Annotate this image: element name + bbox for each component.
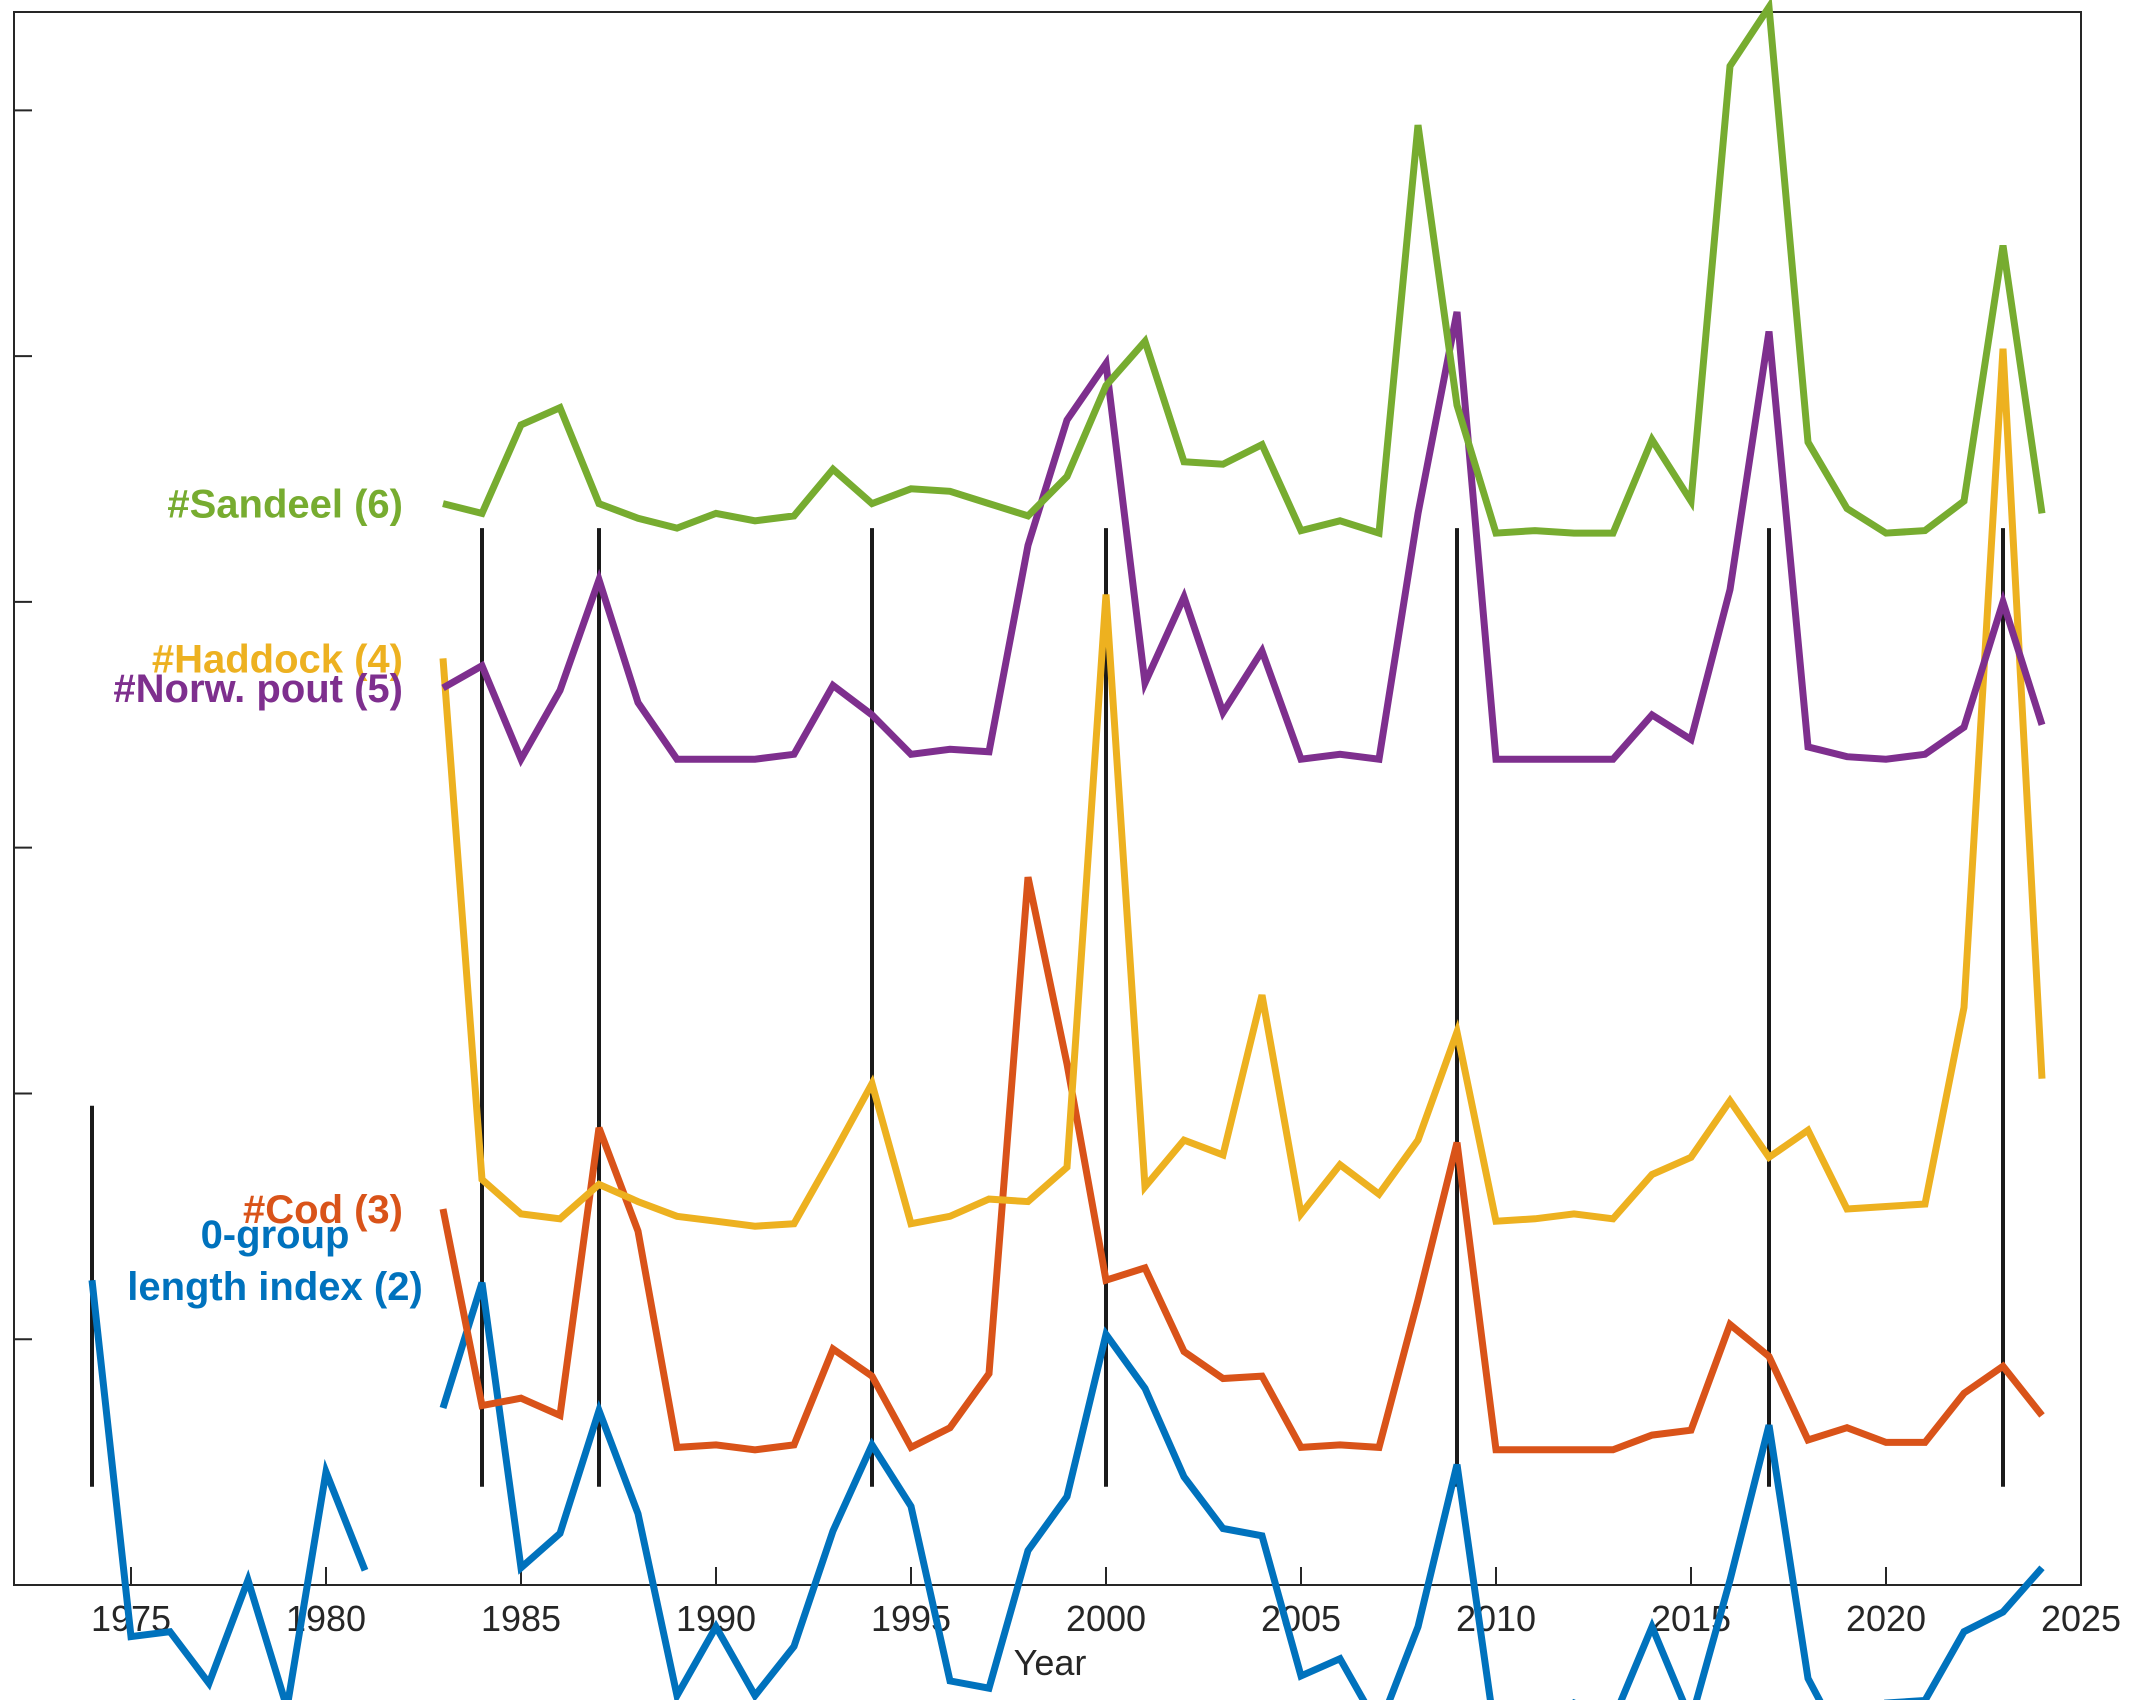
y-axis-ticks [14,109,32,1341]
x-tick-label-2005: 2005 [1261,1598,1341,1639]
series-label-0-line-0: 0-group [201,1213,350,1257]
x-tick-label-2020: 2020 [1846,1598,1926,1639]
plot-area [13,11,2082,1586]
x-tick-label-2000: 2000 [1066,1598,1146,1639]
x-tick-label-2010: 2010 [1456,1598,1536,1639]
series-line-2 [439,348,2046,1230]
series-line-0 [88,1279,2045,1700]
x-tick-label-2025: 2025 [2041,1598,2121,1639]
series-line-1 [439,876,2045,1454]
event-lines [90,528,2005,1487]
series-layer [88,0,2046,1700]
x-tick-label-1985: 1985 [481,1598,561,1639]
series-line-3 [441,311,2046,768]
x-axis-title: Year [1014,1642,1087,1683]
series-label-2: #Haddock (4) [152,637,403,681]
series-line-4 [442,0,2046,538]
series-label-0-line-1: length index (2) [127,1265,423,1309]
series-label-1: #Cod (3) [243,1188,403,1232]
series-label-3: #Norw. pout (5) [113,667,403,711]
series-labels: 0-group length index (2) #Cod (3) #Haddock … [113,483,422,1310]
series-label-4: #Sandeel (6) [167,483,403,527]
